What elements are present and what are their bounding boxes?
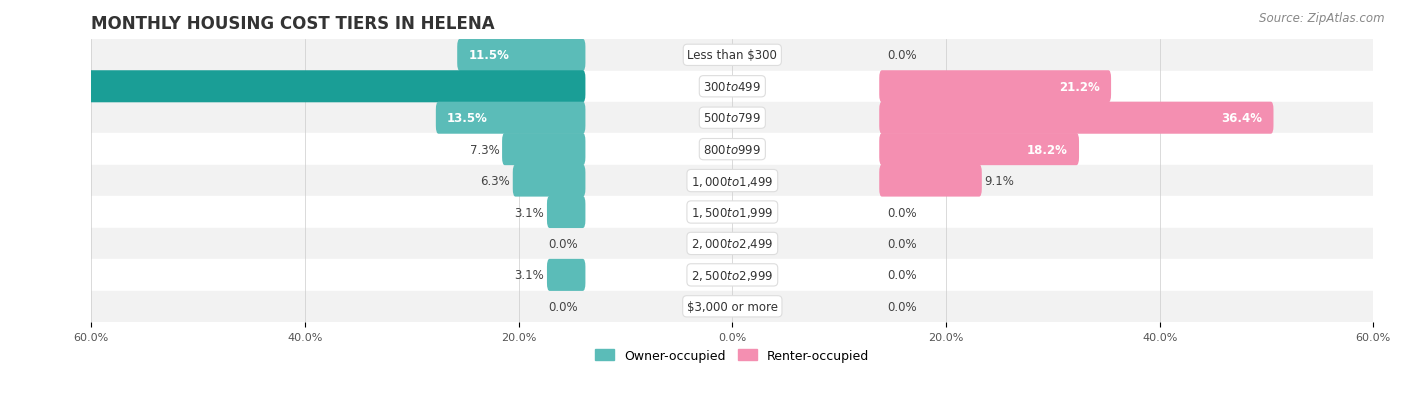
Text: 18.2%: 18.2% — [1026, 143, 1067, 156]
Text: 36.4%: 36.4% — [1222, 112, 1263, 125]
Text: $300 to $499: $300 to $499 — [703, 81, 761, 93]
Text: 0.0%: 0.0% — [548, 237, 578, 250]
Bar — [91, 197, 1374, 228]
Bar — [91, 228, 1374, 259]
Text: $1,500 to $1,999: $1,500 to $1,999 — [692, 206, 773, 219]
Text: 13.5%: 13.5% — [447, 112, 488, 125]
Text: 9.1%: 9.1% — [984, 175, 1014, 188]
Text: $2,500 to $2,999: $2,500 to $2,999 — [692, 268, 773, 282]
FancyBboxPatch shape — [879, 71, 1111, 103]
Bar — [91, 40, 1374, 71]
FancyBboxPatch shape — [457, 40, 585, 72]
Text: $800 to $999: $800 to $999 — [703, 143, 761, 156]
Text: 21.2%: 21.2% — [1059, 81, 1099, 93]
FancyBboxPatch shape — [436, 102, 585, 134]
Text: $3,000 or more: $3,000 or more — [686, 300, 778, 313]
Text: MONTHLY HOUSING COST TIERS IN HELENA: MONTHLY HOUSING COST TIERS IN HELENA — [91, 15, 495, 33]
FancyBboxPatch shape — [502, 134, 585, 166]
FancyBboxPatch shape — [547, 197, 585, 228]
Text: 0.0%: 0.0% — [887, 269, 917, 282]
Bar — [91, 166, 1374, 197]
Bar — [91, 71, 1374, 103]
Text: 0.0%: 0.0% — [887, 237, 917, 250]
FancyBboxPatch shape — [513, 165, 585, 197]
FancyBboxPatch shape — [879, 165, 981, 197]
Text: Less than $300: Less than $300 — [688, 49, 778, 62]
Text: 3.1%: 3.1% — [515, 206, 544, 219]
FancyBboxPatch shape — [547, 259, 585, 291]
FancyBboxPatch shape — [879, 134, 1078, 166]
Text: 7.3%: 7.3% — [470, 143, 499, 156]
Text: 0.0%: 0.0% — [887, 206, 917, 219]
Text: 0.0%: 0.0% — [887, 49, 917, 62]
Text: 11.5%: 11.5% — [468, 49, 509, 62]
Text: Source: ZipAtlas.com: Source: ZipAtlas.com — [1260, 12, 1385, 25]
Bar — [91, 134, 1374, 166]
Text: 0.0%: 0.0% — [887, 300, 917, 313]
Text: $500 to $799: $500 to $799 — [703, 112, 761, 125]
FancyBboxPatch shape — [879, 102, 1274, 134]
Bar — [91, 103, 1374, 134]
FancyBboxPatch shape — [0, 71, 585, 103]
Text: 6.3%: 6.3% — [481, 175, 510, 188]
Bar — [91, 291, 1374, 322]
Text: $1,000 to $1,499: $1,000 to $1,499 — [692, 174, 773, 188]
Bar — [91, 259, 1374, 291]
Text: 3.1%: 3.1% — [515, 269, 544, 282]
Legend: Owner-occupied, Renter-occupied: Owner-occupied, Renter-occupied — [591, 344, 875, 367]
Text: 55.2%: 55.2% — [1, 81, 42, 93]
Text: $2,000 to $2,499: $2,000 to $2,499 — [692, 237, 773, 251]
Text: 0.0%: 0.0% — [548, 300, 578, 313]
